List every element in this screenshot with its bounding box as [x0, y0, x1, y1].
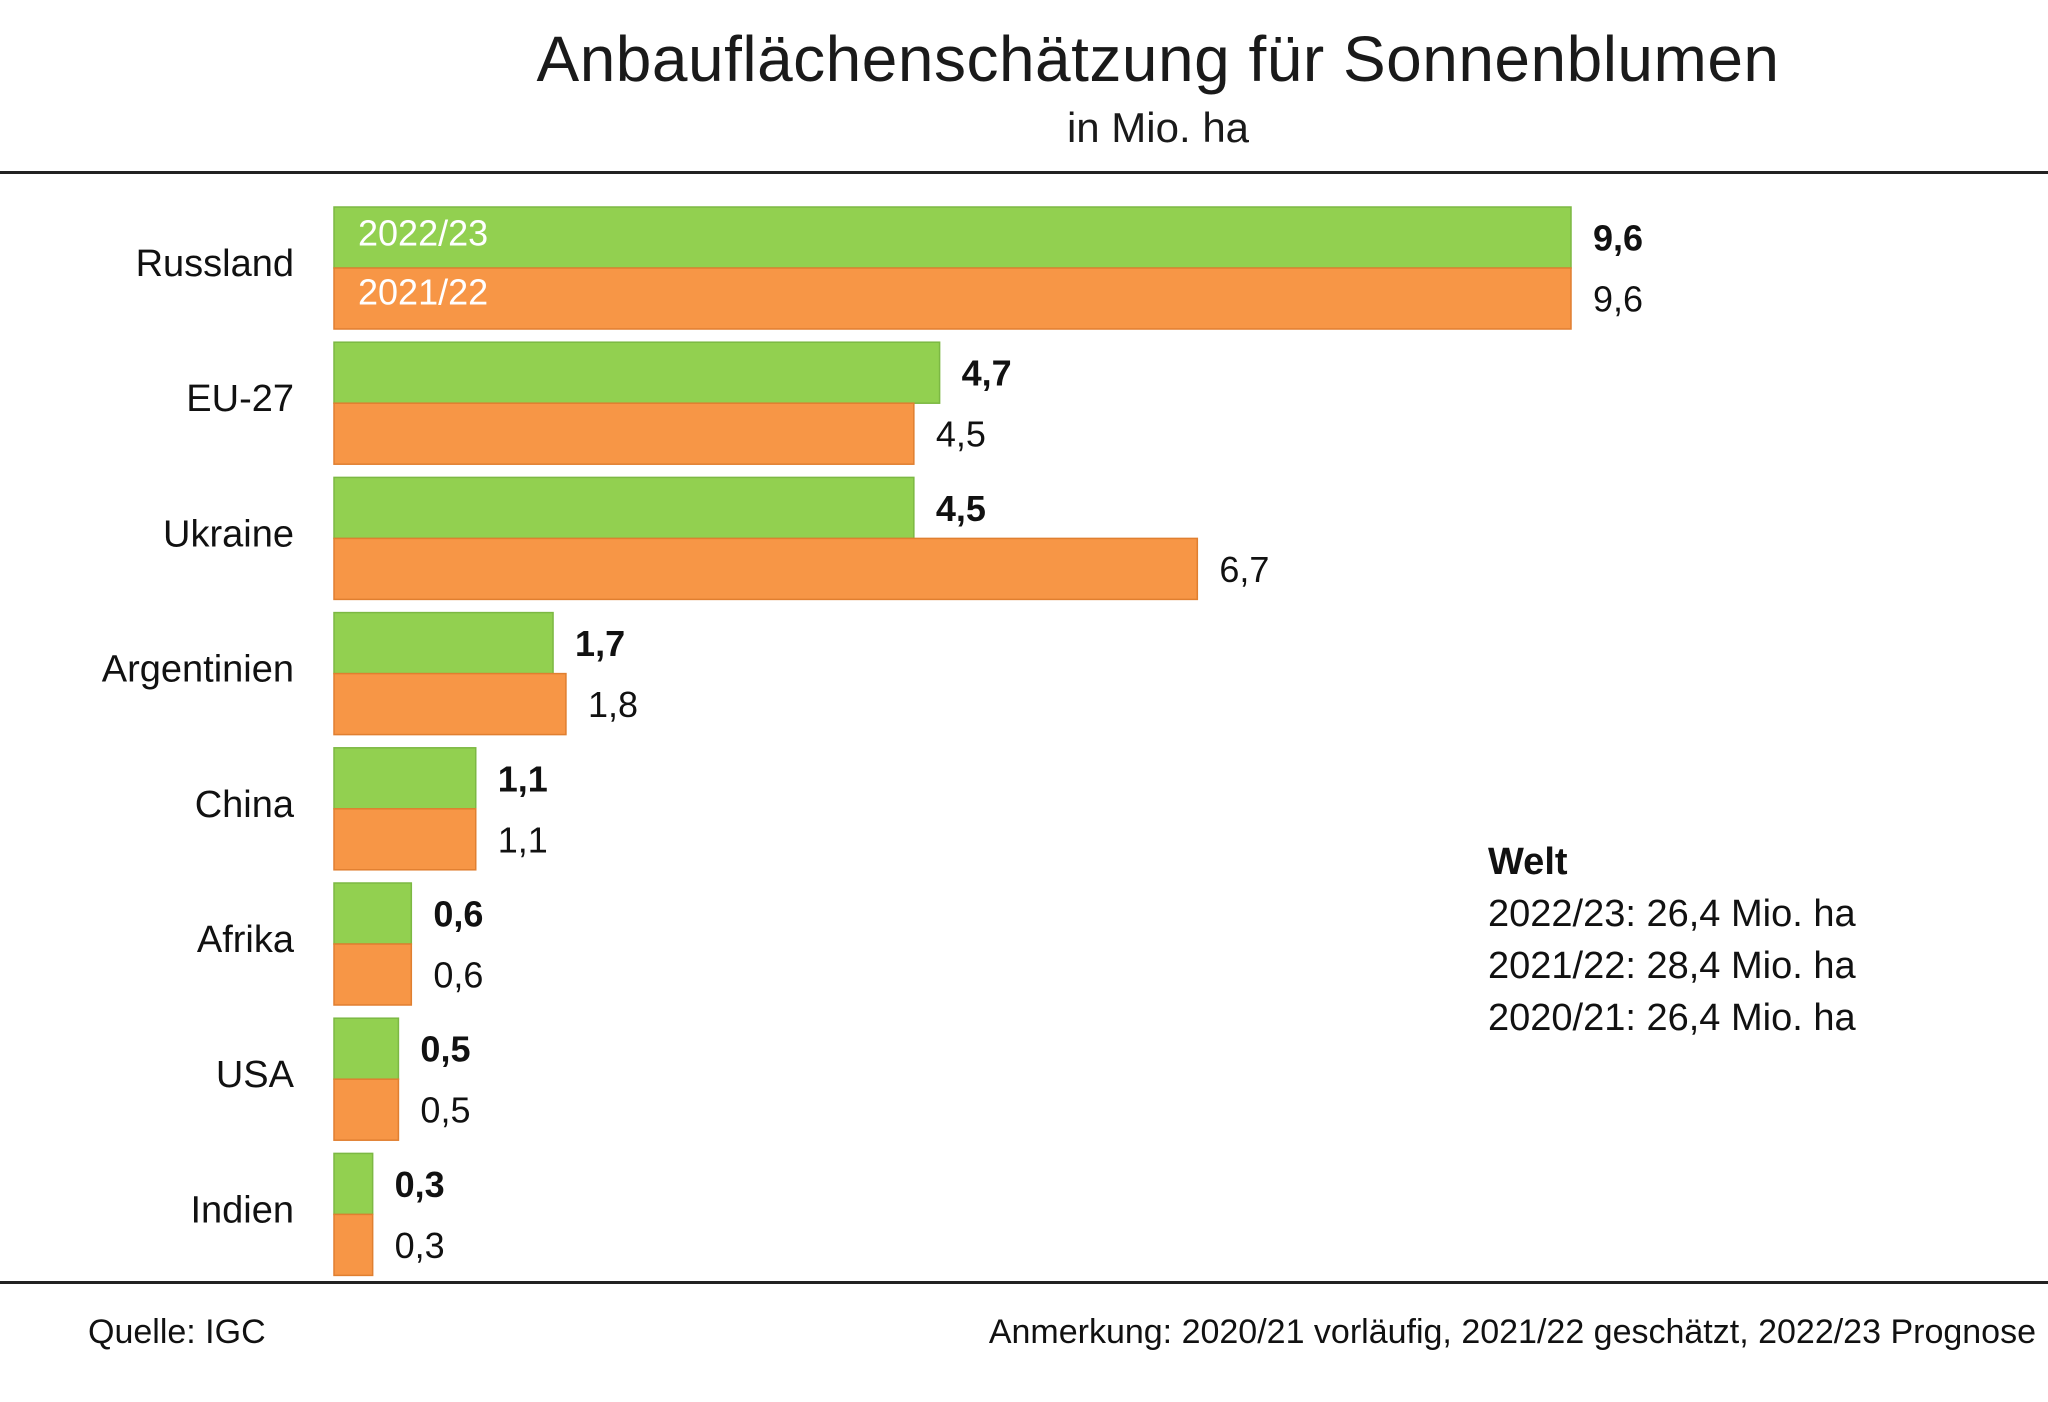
chart-title: Anbauflächenschätzung für Sonnenblumen	[536, 23, 1780, 95]
world-summary: Welt 2022/23: 26,4 Mio. ha 2021/22: 28,4…	[1488, 836, 1856, 1044]
category-label: Indien	[190, 1189, 294, 1231]
category-label: China	[195, 784, 295, 826]
world-summary-line: 2020/21: 26,4 Mio. ha	[1488, 997, 1856, 1039]
category-label: Ukraine	[163, 513, 294, 555]
data-label: 4,5	[936, 488, 986, 529]
bar	[333, 341, 941, 404]
bar	[333, 882, 413, 945]
bar	[333, 1152, 374, 1216]
bar	[333, 1017, 400, 1080]
bar	[333, 943, 413, 1006]
data-label: 1,1	[498, 819, 548, 860]
data-label: 0,5	[420, 1090, 470, 1131]
bar	[333, 267, 1572, 330]
bar	[333, 672, 567, 736]
category-label: USA	[216, 1054, 295, 1096]
bar	[333, 1213, 374, 1277]
bar	[333, 476, 915, 540]
data-label: 9,6	[1593, 279, 1643, 320]
data-label: 0,5	[420, 1029, 470, 1070]
data-label: 4,7	[962, 353, 1012, 394]
legend-label: 2021/22	[358, 272, 488, 313]
data-label: 1,8	[588, 684, 638, 725]
bar	[333, 808, 477, 871]
data-label: 1,7	[575, 623, 625, 664]
data-label: 9,6	[1593, 218, 1643, 259]
data-label: 6,7	[1219, 549, 1269, 590]
data-label: 0,3	[395, 1225, 445, 1266]
remark-note: Anmerkung: 2020/21 vorläufig, 2021/22 ge…	[988, 1313, 2036, 1351]
category-label: Russland	[136, 243, 294, 285]
bottom-rule	[0, 1281, 2048, 1284]
bar	[333, 1078, 400, 1141]
data-label: 4,5	[936, 414, 986, 455]
bar	[333, 747, 477, 810]
data-label: 0,6	[433, 894, 483, 935]
world-summary-line: 2022/23: 26,4 Mio. ha	[1488, 893, 1856, 935]
data-label: 0,6	[433, 955, 483, 996]
chart-subtitle: in Mio. ha	[1066, 104, 1250, 151]
bar	[333, 537, 1199, 601]
bar	[333, 402, 915, 465]
bar	[333, 206, 1572, 269]
world-summary-line: 2021/22: 28,4 Mio. ha	[1488, 945, 1856, 987]
top-rule	[0, 171, 2048, 174]
world-summary-heading: Welt	[1488, 841, 1568, 883]
data-label: 1,1	[498, 758, 548, 799]
category-label: EU-27	[186, 378, 294, 420]
bar	[333, 611, 554, 675]
category-label: Afrika	[197, 919, 295, 961]
data-label: 0,3	[395, 1164, 445, 1205]
source-note: Quelle: IGC	[88, 1313, 266, 1351]
category-label: Argentinien	[102, 649, 294, 691]
legend-label: 2022/23	[358, 213, 488, 254]
